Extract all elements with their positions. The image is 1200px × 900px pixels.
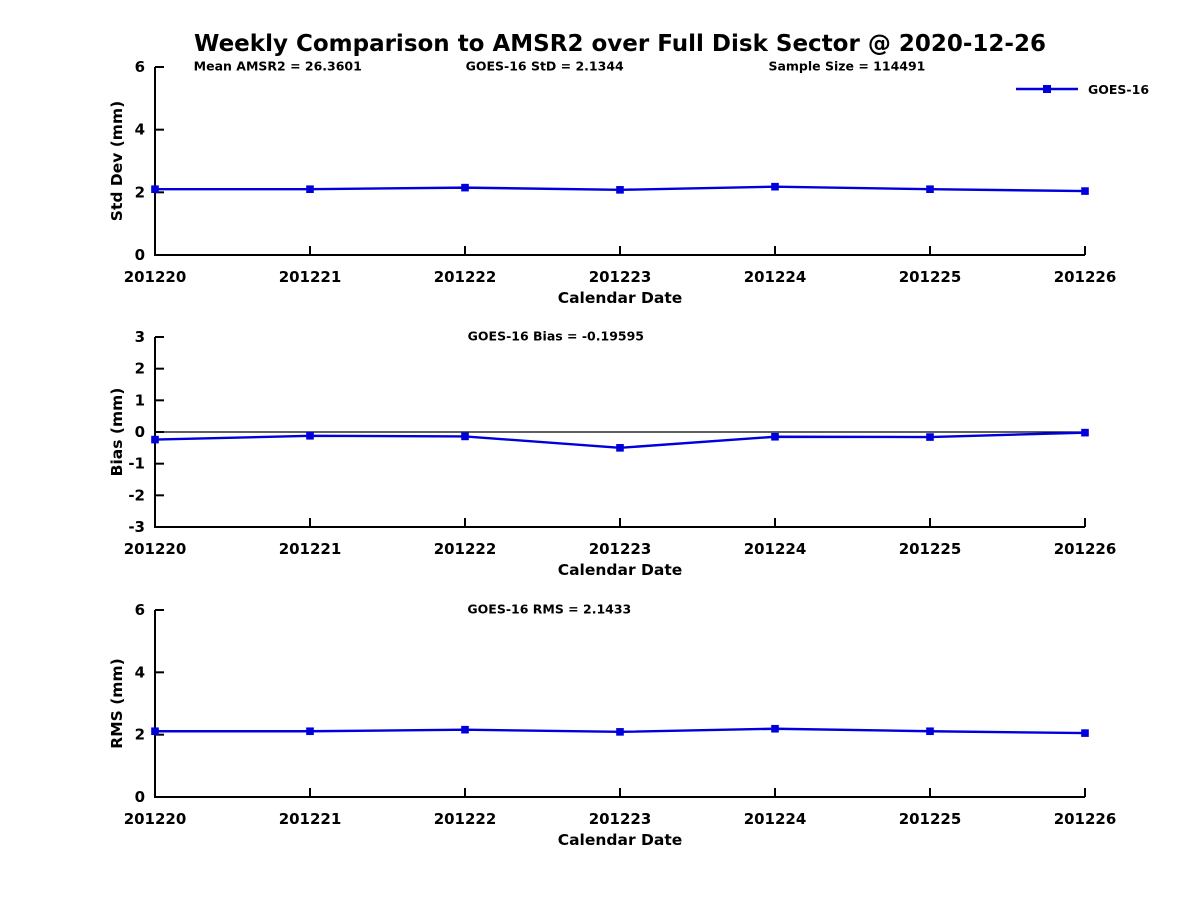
data-point-marker — [306, 727, 314, 736]
x-tick-label: 201224 — [744, 268, 807, 286]
data-point-marker — [461, 725, 469, 734]
data-point-marker — [926, 727, 934, 736]
x-tick-label: 201220 — [124, 810, 187, 828]
x-tick-label: 201223 — [589, 540, 652, 558]
rms-panel-axes — [154, 610, 1085, 798]
data-point-marker — [461, 183, 469, 192]
x-tick-label: 201226 — [1054, 268, 1117, 286]
bias-panel-ylabel: Bias (mm) — [108, 388, 126, 477]
std-dev-panel-xlabel: Calendar Date — [558, 289, 683, 307]
stat-annotation: GOES-16 Bias = -0.19595 — [468, 329, 644, 344]
legend-series-label: GOES-16 — [1088, 81, 1150, 97]
data-point-marker — [1081, 729, 1089, 737]
data-point-marker — [926, 185, 934, 193]
data-point-marker — [771, 432, 779, 441]
y-tick-label: 0 — [135, 423, 145, 441]
legend-line-sample — [1016, 85, 1078, 93]
data-point-marker — [306, 185, 314, 193]
x-tick-label: 201221 — [279, 268, 342, 286]
std-dev-panel-ylabel: Std Dev (mm) — [108, 101, 126, 221]
data-point-marker — [306, 432, 314, 440]
chart-title: Weekly Comparison to AMSR2 over Full Dis… — [194, 31, 1046, 57]
data-point-marker — [151, 435, 159, 444]
x-tick-label: 201225 — [899, 540, 962, 558]
stat-annotation: Mean AMSR2 = 26.3601 — [194, 59, 362, 74]
stat-annotation: Sample Size = 114491 — [768, 59, 925, 74]
data-point-marker — [1081, 187, 1089, 195]
x-tick-label: 201223 — [589, 810, 652, 828]
x-tick-label: 201223 — [589, 268, 652, 286]
rms-panel-xlabel: Calendar Date — [558, 831, 683, 849]
x-tick-label: 201224 — [744, 540, 807, 558]
x-tick-label: 201222 — [434, 540, 497, 558]
x-tick-label: 201225 — [899, 810, 962, 828]
x-tick-label: 201225 — [899, 268, 962, 286]
x-tick-label: 201226 — [1054, 540, 1117, 558]
y-tick-label: 0 — [135, 246, 145, 264]
y-tick-label: 4 — [135, 121, 145, 139]
x-tick-label: 201222 — [434, 268, 497, 286]
legend-square-marker — [1043, 85, 1051, 93]
data-point-marker — [771, 182, 779, 191]
data-point-marker — [926, 433, 934, 441]
y-tick-label: 2 — [135, 360, 145, 378]
legend: GOES-16 — [1014, 80, 1149, 98]
stat-annotation: GOES-16 RMS = 2.1433 — [467, 602, 631, 617]
x-tick-label: 201220 — [124, 540, 187, 558]
data-point-marker — [151, 185, 159, 193]
y-tick-label: 6 — [135, 601, 145, 619]
y-tick-label: 6 — [135, 58, 145, 76]
data-point-marker — [616, 728, 624, 736]
y-tick-label: 3 — [135, 328, 145, 346]
data-point-marker — [616, 186, 624, 194]
x-tick-label: 201221 — [279, 540, 342, 558]
x-tick-label: 201221 — [279, 810, 342, 828]
data-point-marker — [616, 444, 624, 452]
x-tick-label: 201220 — [124, 268, 187, 286]
data-point-marker — [771, 724, 779, 733]
x-tick-label: 201222 — [434, 810, 497, 828]
data-point-marker — [151, 727, 159, 736]
x-tick-label: 201226 — [1054, 810, 1117, 828]
bias-panel-xlabel: Calendar Date — [558, 561, 683, 579]
x-tick-label: 201224 — [744, 810, 807, 828]
std-dev-panel-axes — [154, 67, 1085, 256]
y-tick-label: 2 — [135, 183, 145, 201]
data-point-marker — [461, 432, 469, 441]
y-tick-label: -2 — [128, 486, 145, 504]
y-tick-label: -1 — [128, 455, 145, 473]
y-tick-label: 2 — [135, 726, 145, 744]
y-tick-label: 1 — [135, 391, 145, 409]
y-tick-label: 0 — [135, 788, 145, 806]
rms-panel-ylabel: RMS (mm) — [108, 658, 126, 748]
y-tick-label: -3 — [128, 518, 145, 536]
stat-annotation: GOES-16 StD = 2.1344 — [466, 59, 624, 74]
y-tick-label: 4 — [135, 663, 145, 681]
data-point-marker — [1081, 428, 1089, 437]
